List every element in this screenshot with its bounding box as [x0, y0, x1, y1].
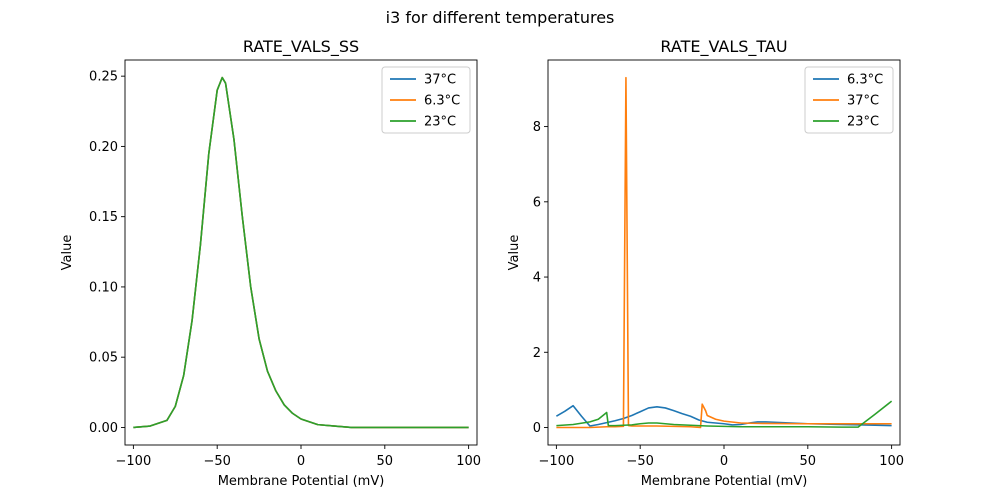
x-tick-label: 0 — [297, 454, 305, 469]
x-tick-label: 0 — [720, 454, 728, 469]
y-axis-label: Value — [507, 235, 522, 271]
y-axis-label: Value — [60, 235, 75, 271]
subplot-title: RATE_VALS_TAU — [660, 37, 787, 57]
y-tick-label: 0.15 — [89, 210, 118, 225]
legend: 37°C 6.3°C 23°C — [381, 66, 471, 134]
legend: 6.3°C 37°C 23°C — [804, 66, 894, 134]
y-tick-label: 0 — [533, 421, 541, 436]
legend-label: 37°C — [847, 94, 879, 109]
series-group — [555, 76, 893, 429]
y-tick-label: 0.10 — [89, 280, 118, 295]
y-tick-label: 4 — [533, 271, 541, 286]
subplot-1: RATE_VALS_SS −100 −50 0 50 100 0.00 0.05 0.10 0.1… — [60, 37, 481, 489]
legend-label: 23°C — [847, 115, 879, 130]
legend-label: 6.3°C — [424, 94, 460, 109]
x-tick-label: 100 — [456, 454, 481, 469]
legend-label: 23°C — [424, 115, 456, 130]
x-axis-label: Membrane Potential (mV) — [641, 474, 808, 489]
legend-box — [804, 66, 894, 134]
subplot-title: RATE_VALS_SS — [243, 37, 359, 57]
legend-label: 37°C — [424, 73, 456, 88]
x-tick-label: 100 — [879, 454, 904, 469]
y-tick-label: 6 — [533, 195, 541, 210]
series-line-2 — [556, 76, 892, 429]
series-line-3 — [556, 400, 893, 428]
x-tick-label: −100 — [116, 454, 152, 469]
legend-label: 6.3°C — [847, 73, 883, 88]
subplot-2: RATE_VALS_TAU −100 −50 0 50 100 0 2 4 6 8 Membrane … — [507, 37, 904, 489]
y-tick-label: 0.05 — [89, 351, 118, 366]
y-tick-label: 0.20 — [89, 140, 118, 155]
y-tick-label: 0.00 — [89, 421, 118, 436]
y-tick-label: 8 — [533, 120, 541, 135]
series-line-3 — [133, 76, 469, 429]
x-tick-label: 50 — [377, 454, 394, 469]
series-group — [133, 76, 469, 429]
x-tick-label: −50 — [626, 454, 653, 469]
legend-box — [381, 66, 471, 134]
x-axis-label: Membrane Potential (mV) — [218, 474, 385, 489]
x-tick-label: −100 — [539, 454, 575, 469]
y-tick-label: 2 — [533, 346, 541, 361]
y-tick-label: 0.25 — [89, 70, 118, 85]
x-tick-label: −50 — [203, 454, 230, 469]
x-tick-label: 50 — [800, 454, 817, 469]
figure-title: i3 for different temperatures — [386, 8, 615, 27]
